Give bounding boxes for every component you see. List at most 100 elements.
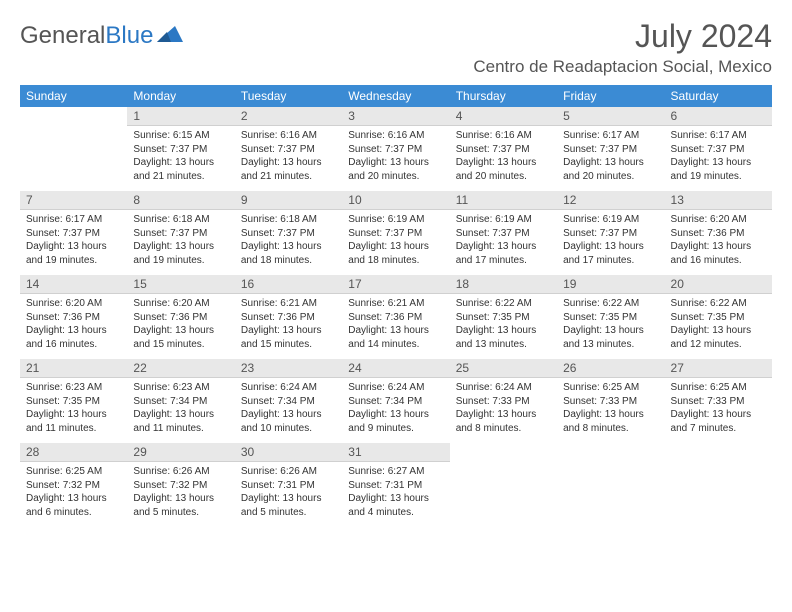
calendar-week-row: 21Sunrise: 6:23 AMSunset: 7:35 PMDayligh… bbox=[20, 359, 772, 443]
day-number: 22 bbox=[127, 359, 234, 378]
logo-text-blue: Blue bbox=[105, 22, 153, 49]
day-number: 6 bbox=[665, 107, 772, 126]
calendar-cell: 16Sunrise: 6:21 AMSunset: 7:36 PMDayligh… bbox=[235, 275, 342, 359]
day-header: Tuesday bbox=[235, 85, 342, 107]
calendar-cell: 30Sunrise: 6:26 AMSunset: 7:31 PMDayligh… bbox=[235, 443, 342, 527]
calendar-cell: 8Sunrise: 6:18 AMSunset: 7:37 PMDaylight… bbox=[127, 191, 234, 275]
day-number: 21 bbox=[20, 359, 127, 378]
day-content: Sunrise: 6:23 AMSunset: 7:34 PMDaylight:… bbox=[127, 378, 234, 441]
day-number: 19 bbox=[557, 275, 664, 294]
calendar-cell: 12Sunrise: 6:19 AMSunset: 7:37 PMDayligh… bbox=[557, 191, 664, 275]
calendar-cell: 6Sunrise: 6:17 AMSunset: 7:37 PMDaylight… bbox=[665, 107, 772, 191]
day-content: Sunrise: 6:15 AMSunset: 7:37 PMDaylight:… bbox=[127, 126, 234, 189]
calendar-cell: 28Sunrise: 6:25 AMSunset: 7:32 PMDayligh… bbox=[20, 443, 127, 527]
location-label: Centro de Readaptacion Social, Mexico bbox=[473, 57, 772, 77]
day-number: 23 bbox=[235, 359, 342, 378]
day-number: 1 bbox=[127, 107, 234, 126]
day-header-row: SundayMondayTuesdayWednesdayThursdayFrid… bbox=[20, 85, 772, 107]
day-content: Sunrise: 6:22 AMSunset: 7:35 PMDaylight:… bbox=[665, 294, 772, 357]
calendar-cell: 31Sunrise: 6:27 AMSunset: 7:31 PMDayligh… bbox=[342, 443, 449, 527]
calendar-cell: 15Sunrise: 6:20 AMSunset: 7:36 PMDayligh… bbox=[127, 275, 234, 359]
day-number: 7 bbox=[20, 191, 127, 210]
day-content: Sunrise: 6:17 AMSunset: 7:37 PMDaylight:… bbox=[557, 126, 664, 189]
calendar-cell: 9Sunrise: 6:18 AMSunset: 7:37 PMDaylight… bbox=[235, 191, 342, 275]
day-content: Sunrise: 6:25 AMSunset: 7:33 PMDaylight:… bbox=[557, 378, 664, 441]
logo-text: GeneralBlue bbox=[20, 22, 153, 50]
calendar-cell: 24Sunrise: 6:24 AMSunset: 7:34 PMDayligh… bbox=[342, 359, 449, 443]
day-content: Sunrise: 6:22 AMSunset: 7:35 PMDaylight:… bbox=[450, 294, 557, 357]
calendar-head: SundayMondayTuesdayWednesdayThursdayFrid… bbox=[20, 85, 772, 107]
calendar-body: .1Sunrise: 6:15 AMSunset: 7:37 PMDayligh… bbox=[20, 107, 772, 527]
calendar-cell: 21Sunrise: 6:23 AMSunset: 7:35 PMDayligh… bbox=[20, 359, 127, 443]
day-content: Sunrise: 6:19 AMSunset: 7:37 PMDaylight:… bbox=[557, 210, 664, 273]
day-content: Sunrise: 6:24 AMSunset: 7:33 PMDaylight:… bbox=[450, 378, 557, 441]
calendar-cell: 10Sunrise: 6:19 AMSunset: 7:37 PMDayligh… bbox=[342, 191, 449, 275]
day-content: Sunrise: 6:18 AMSunset: 7:37 PMDaylight:… bbox=[235, 210, 342, 273]
day-header: Monday bbox=[127, 85, 234, 107]
calendar-cell: . bbox=[20, 107, 127, 191]
day-header: Thursday bbox=[450, 85, 557, 107]
calendar-cell: . bbox=[665, 443, 772, 527]
calendar-cell: 18Sunrise: 6:22 AMSunset: 7:35 PMDayligh… bbox=[450, 275, 557, 359]
day-content: Sunrise: 6:24 AMSunset: 7:34 PMDaylight:… bbox=[235, 378, 342, 441]
title-block: July 2024 Centro de Readaptacion Social,… bbox=[473, 18, 772, 77]
day-content: Sunrise: 6:20 AMSunset: 7:36 PMDaylight:… bbox=[127, 294, 234, 357]
calendar-cell: 27Sunrise: 6:25 AMSunset: 7:33 PMDayligh… bbox=[665, 359, 772, 443]
calendar-cell: 25Sunrise: 6:24 AMSunset: 7:33 PMDayligh… bbox=[450, 359, 557, 443]
day-number: 15 bbox=[127, 275, 234, 294]
day-number: 31 bbox=[342, 443, 449, 462]
day-number: 10 bbox=[342, 191, 449, 210]
logo-triangle-icon bbox=[157, 24, 183, 49]
day-header: Friday bbox=[557, 85, 664, 107]
day-number: 25 bbox=[450, 359, 557, 378]
calendar-cell: 19Sunrise: 6:22 AMSunset: 7:35 PMDayligh… bbox=[557, 275, 664, 359]
calendar-week-row: 28Sunrise: 6:25 AMSunset: 7:32 PMDayligh… bbox=[20, 443, 772, 527]
day-header: Wednesday bbox=[342, 85, 449, 107]
day-number: 24 bbox=[342, 359, 449, 378]
day-content: Sunrise: 6:25 AMSunset: 7:32 PMDaylight:… bbox=[20, 462, 127, 525]
day-content: Sunrise: 6:19 AMSunset: 7:37 PMDaylight:… bbox=[342, 210, 449, 273]
day-content: Sunrise: 6:27 AMSunset: 7:31 PMDaylight:… bbox=[342, 462, 449, 525]
calendar-cell: 29Sunrise: 6:26 AMSunset: 7:32 PMDayligh… bbox=[127, 443, 234, 527]
day-content: Sunrise: 6:24 AMSunset: 7:34 PMDaylight:… bbox=[342, 378, 449, 441]
calendar-cell: 3Sunrise: 6:16 AMSunset: 7:37 PMDaylight… bbox=[342, 107, 449, 191]
day-content: Sunrise: 6:25 AMSunset: 7:33 PMDaylight:… bbox=[665, 378, 772, 441]
day-header: Saturday bbox=[665, 85, 772, 107]
day-number: 2 bbox=[235, 107, 342, 126]
day-content: Sunrise: 6:21 AMSunset: 7:36 PMDaylight:… bbox=[342, 294, 449, 357]
day-number: 5 bbox=[557, 107, 664, 126]
day-content: Sunrise: 6:22 AMSunset: 7:35 PMDaylight:… bbox=[557, 294, 664, 357]
day-content: Sunrise: 6:21 AMSunset: 7:36 PMDaylight:… bbox=[235, 294, 342, 357]
day-content: Sunrise: 6:18 AMSunset: 7:37 PMDaylight:… bbox=[127, 210, 234, 273]
day-number: 16 bbox=[235, 275, 342, 294]
day-number: 27 bbox=[665, 359, 772, 378]
day-content: Sunrise: 6:26 AMSunset: 7:31 PMDaylight:… bbox=[235, 462, 342, 525]
day-number: 17 bbox=[342, 275, 449, 294]
day-number: 20 bbox=[665, 275, 772, 294]
day-number: 8 bbox=[127, 191, 234, 210]
day-number: 18 bbox=[450, 275, 557, 294]
day-content: Sunrise: 6:16 AMSunset: 7:37 PMDaylight:… bbox=[342, 126, 449, 189]
day-content: Sunrise: 6:20 AMSunset: 7:36 PMDaylight:… bbox=[20, 294, 127, 357]
day-content: Sunrise: 6:26 AMSunset: 7:32 PMDaylight:… bbox=[127, 462, 234, 525]
calendar-cell: 26Sunrise: 6:25 AMSunset: 7:33 PMDayligh… bbox=[557, 359, 664, 443]
header: GeneralBlue July 2024 Centro de Readapta… bbox=[20, 18, 772, 77]
calendar-cell: 1Sunrise: 6:15 AMSunset: 7:37 PMDaylight… bbox=[127, 107, 234, 191]
calendar-cell: 23Sunrise: 6:24 AMSunset: 7:34 PMDayligh… bbox=[235, 359, 342, 443]
calendar-week-row: 7Sunrise: 6:17 AMSunset: 7:37 PMDaylight… bbox=[20, 191, 772, 275]
calendar-cell: 14Sunrise: 6:20 AMSunset: 7:36 PMDayligh… bbox=[20, 275, 127, 359]
calendar-week-row: 14Sunrise: 6:20 AMSunset: 7:36 PMDayligh… bbox=[20, 275, 772, 359]
calendar-cell: . bbox=[557, 443, 664, 527]
day-number: 9 bbox=[235, 191, 342, 210]
day-number: 28 bbox=[20, 443, 127, 462]
calendar-cell: 11Sunrise: 6:19 AMSunset: 7:37 PMDayligh… bbox=[450, 191, 557, 275]
month-title: July 2024 bbox=[473, 18, 772, 55]
calendar-cell: 20Sunrise: 6:22 AMSunset: 7:35 PMDayligh… bbox=[665, 275, 772, 359]
day-number: 13 bbox=[665, 191, 772, 210]
day-content: Sunrise: 6:20 AMSunset: 7:36 PMDaylight:… bbox=[665, 210, 772, 273]
day-number: 30 bbox=[235, 443, 342, 462]
day-header: Sunday bbox=[20, 85, 127, 107]
calendar-cell: 2Sunrise: 6:16 AMSunset: 7:37 PMDaylight… bbox=[235, 107, 342, 191]
day-content: Sunrise: 6:19 AMSunset: 7:37 PMDaylight:… bbox=[450, 210, 557, 273]
day-content: Sunrise: 6:16 AMSunset: 7:37 PMDaylight:… bbox=[235, 126, 342, 189]
